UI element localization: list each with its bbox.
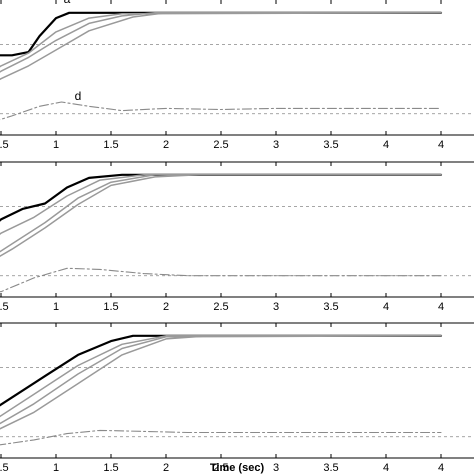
- x-tick-label: 4: [383, 139, 389, 151]
- annotation-d: d: [75, 89, 82, 103]
- x-tick-label: 3.5: [323, 139, 338, 151]
- series-line-b: [0, 174, 442, 253]
- series-line-c: [0, 335, 442, 418]
- x-tick-label: 2: [163, 301, 169, 313]
- x-tick-label: 2.5: [213, 301, 228, 313]
- x-tick-label: 1: [53, 462, 59, 474]
- x-tick-label: 2.5: [213, 462, 228, 474]
- x-tick-label: 1: [53, 301, 59, 313]
- x-tick-label: 2: [163, 139, 169, 151]
- series-line-a: [0, 334, 443, 407]
- series-line-b2: [0, 335, 442, 430]
- x-axis-label: Time (sec): [210, 462, 265, 474]
- x-tick-label: 3.5: [323, 462, 338, 474]
- series-line-b: [0, 12, 442, 73]
- series-line-b2: [0, 174, 442, 258]
- x-tick-label: 1.5: [103, 301, 118, 313]
- x-tick-label: 1: [53, 139, 59, 151]
- x-tick-label: 4: [383, 301, 389, 313]
- x-tick-label: 1.5: [103, 462, 118, 474]
- x-tick-label: 1.5: [103, 139, 118, 151]
- x-tick-label: 2.5: [213, 139, 228, 151]
- series-line-b: [0, 335, 442, 425]
- series-line-c: [0, 174, 442, 235]
- x-tick-label: 4: [438, 139, 444, 151]
- series-line-b2: [0, 12, 442, 81]
- x-tick-label: 4: [438, 301, 444, 313]
- series-line-a: [0, 173, 443, 222]
- series-line-a: [0, 11, 443, 57]
- x-tick-label: 3: [273, 301, 279, 313]
- x-tick-label: 3: [273, 462, 279, 474]
- x-tick-label: 4: [383, 462, 389, 474]
- annotation-a: a: [64, 0, 71, 6]
- panel-2: 0.5 1 1.5 2 2.5 3 3.5 4 4: [0, 161, 474, 313]
- x-tick-label: 0.5: [0, 139, 9, 151]
- panel-3: 0.5 1 1.5 2 2.5 3 3.5 4 4: [0, 322, 474, 474]
- series-line-d: [0, 101, 442, 121]
- panel-1: 0.511.522.533.544acbd: [0, 0, 474, 151]
- series-line-d: [0, 267, 442, 293]
- x-tick-label: 4: [438, 462, 444, 474]
- x-tick-label: 0.5: [0, 462, 9, 474]
- x-tick-label: 3.5: [323, 301, 338, 313]
- x-tick-label: 0.5: [0, 301, 9, 313]
- series-line-d: [0, 429, 442, 446]
- x-tick-label: 2: [163, 462, 169, 474]
- x-tick-label: 3: [273, 139, 279, 151]
- series-line-c: [0, 12, 442, 68]
